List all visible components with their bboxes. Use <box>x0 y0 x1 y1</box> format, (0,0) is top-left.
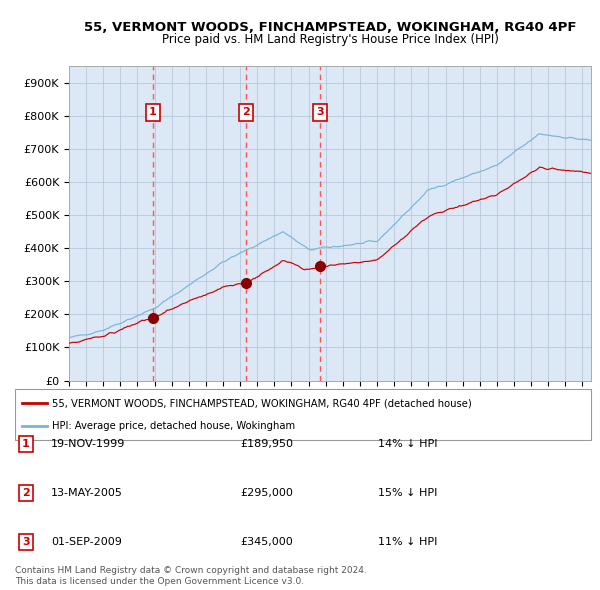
Text: 2: 2 <box>242 107 250 117</box>
Text: 13-MAY-2005: 13-MAY-2005 <box>51 488 123 497</box>
Text: 01-SEP-2009: 01-SEP-2009 <box>51 537 122 546</box>
Text: 3: 3 <box>316 107 324 117</box>
Text: 15% ↓ HPI: 15% ↓ HPI <box>378 488 437 497</box>
Text: £295,000: £295,000 <box>240 488 293 497</box>
Text: 14% ↓ HPI: 14% ↓ HPI <box>378 439 437 448</box>
Text: 19-NOV-1999: 19-NOV-1999 <box>51 439 125 448</box>
Text: Price paid vs. HM Land Registry's House Price Index (HPI): Price paid vs. HM Land Registry's House … <box>161 33 499 46</box>
Text: 11% ↓ HPI: 11% ↓ HPI <box>378 537 437 546</box>
Text: HPI: Average price, detached house, Wokingham: HPI: Average price, detached house, Woki… <box>52 421 296 431</box>
Text: 1: 1 <box>22 439 29 448</box>
Text: 55, VERMONT WOODS, FINCHAMPSTEAD, WOKINGHAM, RG40 4PF (detached house): 55, VERMONT WOODS, FINCHAMPSTEAD, WOKING… <box>52 398 472 408</box>
FancyBboxPatch shape <box>15 389 591 440</box>
Text: 3: 3 <box>22 537 29 546</box>
Text: 1: 1 <box>149 107 157 117</box>
Text: This data is licensed under the Open Government Licence v3.0.: This data is licensed under the Open Gov… <box>15 577 304 586</box>
Text: 55, VERMONT WOODS, FINCHAMPSTEAD, WOKINGHAM, RG40 4PF: 55, VERMONT WOODS, FINCHAMPSTEAD, WOKING… <box>84 21 576 34</box>
Text: Contains HM Land Registry data © Crown copyright and database right 2024.: Contains HM Land Registry data © Crown c… <box>15 566 367 575</box>
Text: £345,000: £345,000 <box>240 537 293 546</box>
Text: £189,950: £189,950 <box>240 439 293 448</box>
Text: 2: 2 <box>22 488 29 497</box>
